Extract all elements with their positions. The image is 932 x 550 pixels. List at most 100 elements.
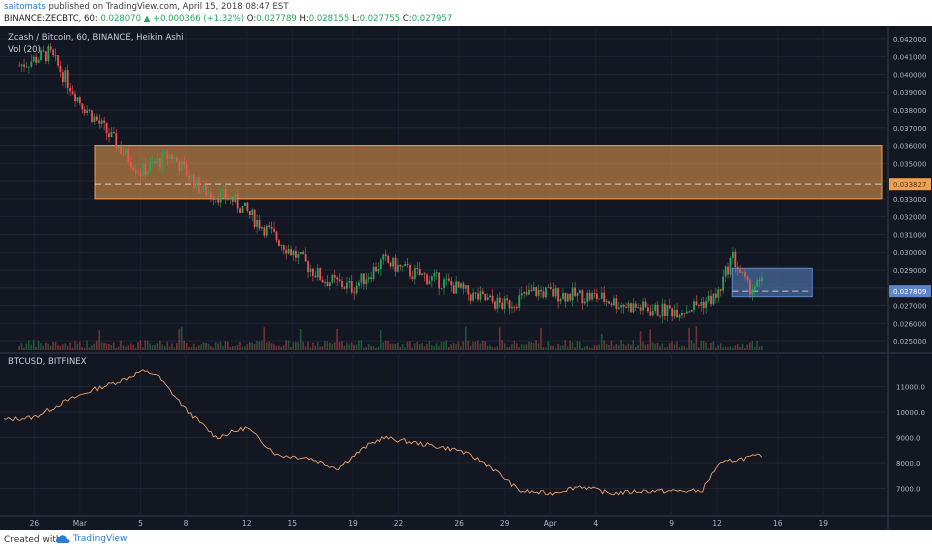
chart-area[interactable]: 0.042000 0.041000 0.040000 0.039000 0.038000… — [0, 26, 932, 530]
volume-bar — [205, 343, 207, 350]
zone-layer — [94, 145, 883, 298]
candle-body — [263, 227, 266, 236]
volume-bar — [608, 345, 610, 350]
candle-body — [608, 301, 610, 304]
upper-y-tick-label: 0.036000 — [893, 143, 926, 151]
candle-body — [421, 273, 424, 276]
volume-bar — [345, 342, 348, 350]
candle-body — [547, 286, 550, 288]
volume-bar — [581, 347, 584, 350]
volume-bar — [290, 347, 292, 350]
volume-bar — [268, 341, 270, 350]
chart-svg[interactable]: 0.042000 0.041000 0.040000 0.039000 0.038000… — [0, 26, 932, 530]
volume-bar — [83, 347, 86, 350]
candle-layer — [18, 43, 763, 324]
candle-body — [76, 97, 79, 102]
candle-body — [285, 250, 288, 254]
volume-bar — [717, 344, 720, 350]
candle-body — [627, 303, 630, 308]
upper-y-tick-label: 0.033000 — [893, 196, 926, 204]
volume-bar — [683, 346, 686, 350]
candle-body — [195, 177, 198, 189]
volume-bar — [93, 343, 96, 350]
volume-bar — [428, 340, 431, 350]
author-link[interactable]: saitomats — [4, 2, 46, 12]
candle-body — [739, 269, 742, 273]
candle-body — [630, 303, 632, 313]
volume-bar — [748, 342, 751, 350]
open-label: O: — [246, 14, 257, 24]
candle-body — [312, 268, 314, 276]
candle-body — [477, 293, 479, 300]
candle-body — [229, 197, 232, 200]
btc-price-line — [3, 369, 763, 496]
volume-bar — [326, 341, 329, 350]
candle-body — [54, 54, 57, 56]
volume-bar — [605, 343, 608, 350]
candle-body — [57, 55, 59, 66]
volume-bar — [202, 342, 205, 350]
volume-bar — [151, 345, 154, 350]
candle-body — [384, 254, 387, 256]
candle-body — [137, 172, 140, 174]
volume-bar — [647, 344, 649, 350]
candle-body — [149, 161, 152, 171]
candle-body — [156, 158, 159, 163]
volume-bar — [275, 345, 278, 350]
candle-body — [151, 161, 154, 163]
candle-body — [248, 210, 251, 215]
candle-body — [583, 301, 586, 304]
candle-body — [365, 279, 368, 285]
volume-bar — [112, 342, 115, 350]
upper-y-tick-label: 0.031000 — [893, 231, 926, 239]
candle-body — [523, 291, 526, 294]
volume-bar — [88, 347, 91, 350]
volume-bar — [515, 343, 518, 350]
volume-bar — [617, 345, 620, 350]
candle-body — [30, 61, 33, 67]
volume-bar — [705, 342, 707, 350]
volume-bar — [341, 341, 343, 350]
volume-bar — [411, 347, 414, 350]
candle-body — [91, 110, 93, 123]
volume-bar — [569, 340, 571, 350]
candle-body — [676, 309, 678, 318]
tradingview-brand[interactable]: TradingView — [56, 534, 127, 544]
candle-body — [159, 158, 161, 168]
volume-bar — [367, 344, 370, 350]
volume-bar — [707, 347, 710, 350]
candle-body — [290, 249, 292, 256]
volume-bar — [494, 347, 496, 350]
candle-body — [389, 262, 392, 267]
volume-bar — [438, 346, 440, 350]
candle-body — [205, 184, 207, 196]
candle-body — [370, 277, 373, 280]
candle-body — [59, 65, 62, 73]
volume-bar — [661, 343, 664, 350]
volume-bar — [244, 346, 246, 350]
candle-body — [586, 292, 589, 302]
candle-body — [20, 64, 23, 66]
upper-y-tick-label: 0.042000 — [893, 36, 926, 44]
candle-body — [25, 66, 28, 68]
volume-bar — [671, 341, 673, 350]
x-tick-label: 29 — [500, 519, 510, 528]
candle-body — [423, 273, 426, 275]
volume-bar — [736, 344, 739, 350]
volume-bar — [214, 342, 217, 350]
volume-bar — [246, 344, 249, 350]
volume-bar — [518, 347, 520, 350]
candle-body — [193, 175, 195, 189]
volume-bar — [496, 346, 499, 350]
volume-bar — [396, 342, 399, 350]
axis-layer: 0.042000 0.041000 0.040000 0.039000 0.038000… — [30, 36, 931, 528]
volume-bar — [685, 347, 688, 350]
candle-body — [244, 202, 246, 207]
volume-bar — [642, 341, 644, 350]
volume-bar — [622, 344, 625, 350]
volume-bar — [25, 343, 28, 350]
volume-bar — [285, 340, 287, 350]
candle-body — [503, 298, 506, 309]
candle-body — [508, 300, 511, 309]
lower-y-tick-label: 7000.0 — [896, 486, 921, 494]
